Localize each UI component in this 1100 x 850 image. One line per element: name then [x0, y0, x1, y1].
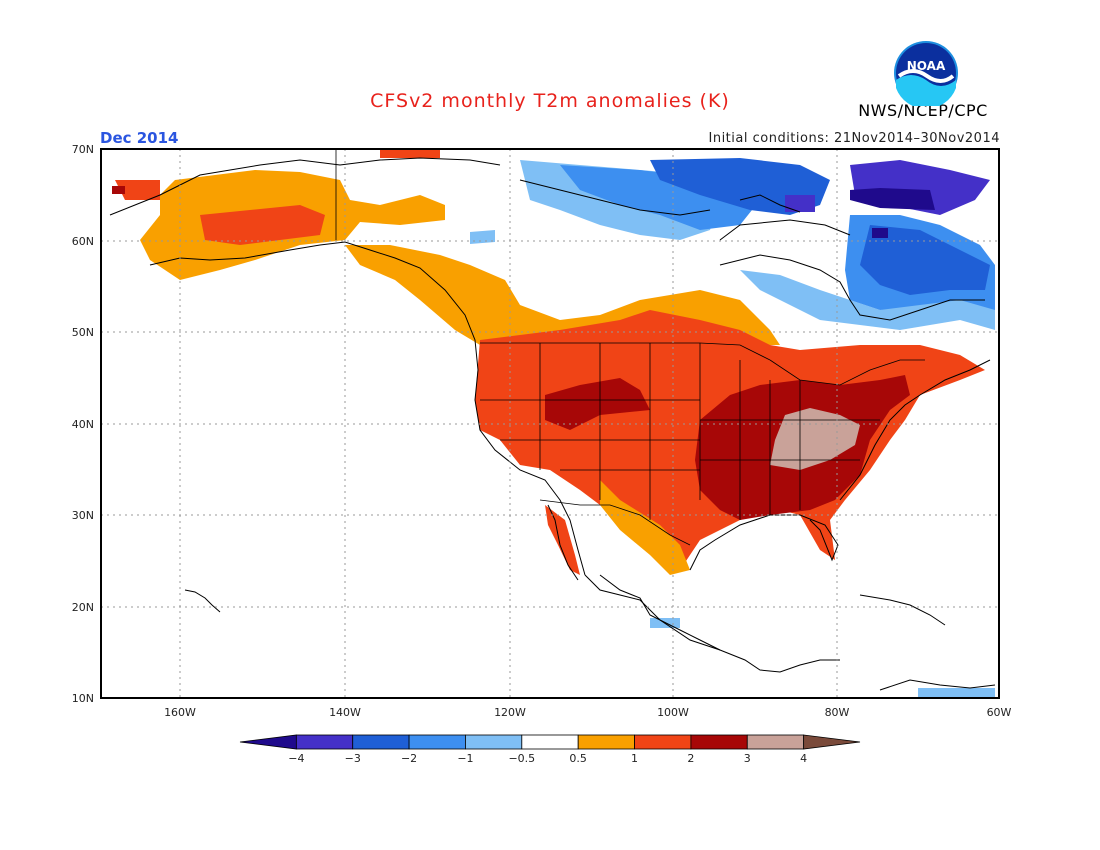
lon-label-60w: 60W: [987, 706, 1012, 719]
anomaly-region-mexico-orange: [600, 480, 690, 575]
gridlines: [101, 149, 999, 698]
colorbar-label: 0.5: [569, 752, 587, 765]
colorbar-cell: [803, 734, 861, 750]
noaa-logo-text: NOAA: [907, 59, 946, 73]
initial-conditions: Initial conditions: 21Nov2014–30Nov2014: [708, 131, 1000, 146]
colorbar-cell: [634, 734, 692, 750]
anomaly-region-alaska-red: [200, 205, 325, 245]
chart-title: CFSv2 monthly T2m anomalies (K): [370, 90, 730, 112]
colorbar-label: 3: [744, 752, 751, 765]
anomaly-region-hudson-south-lightblue: [740, 270, 995, 330]
lon-label-120w: 120W: [494, 706, 526, 719]
lat-label-70n: 70N: [72, 143, 94, 156]
lat-label-30n: 30N: [72, 509, 94, 522]
colorbar-label: 1: [631, 752, 638, 765]
anomaly-region-quebec-core-darkpurple: [872, 228, 888, 238]
colorbar-cell: [577, 734, 635, 750]
colorbar-cell: [746, 734, 805, 750]
anomaly-region-nw-alaska-dark: [112, 186, 125, 194]
anomaly-region-baja-red: [545, 505, 580, 575]
lon-label-100w: 100W: [657, 706, 689, 719]
lat-label-50n: 50N: [72, 326, 94, 339]
lon-label-140w: 140W: [329, 706, 361, 719]
colorbar-cell: [352, 734, 410, 750]
colorbar-label: −2: [401, 752, 417, 765]
colorbar-label: 2: [687, 752, 694, 765]
agency-label: NWS/NCEP/CPC: [858, 101, 988, 120]
map-frame: [100, 148, 1000, 699]
political-borders: [335, 150, 925, 546]
anomaly-region-south-edge-blue: [918, 688, 995, 698]
colorbar-cell: [295, 734, 354, 750]
lat-label-40n: 40N: [72, 418, 94, 431]
colorbar-label: −4: [288, 752, 304, 765]
anomaly-region-nw-alaska-red: [115, 180, 160, 200]
longitude-axis: 160W 140W 120W 100W 80W 60W: [164, 706, 1011, 719]
latitude-axis: 70N 60N 50N 40N 30N 20N 10N: [72, 143, 94, 705]
anomaly-field: [109, 150, 996, 698]
lon-label-80w: 80W: [825, 706, 850, 719]
anomaly-region-arctic-isle-blue: [785, 195, 815, 212]
colorbar-label: −1: [457, 752, 473, 765]
colorbar-cell: [408, 734, 466, 750]
lat-label-10n: 10N: [72, 692, 94, 705]
lat-label-60n: 60N: [72, 235, 94, 248]
lon-label-160w: 160W: [164, 706, 196, 719]
anomaly-region-quebec-darkblue: [860, 225, 990, 295]
forecast-month: Dec 2014: [100, 129, 179, 147]
anomaly-region-pacific-nw-blue: [470, 230, 495, 244]
colorbar-cell: [465, 734, 523, 750]
colorbar: [239, 734, 861, 750]
noaa-logo-icon: NOAA: [894, 41, 958, 106]
lat-label-20n: 20N: [72, 601, 94, 614]
anomaly-region-central-us-darkred: [545, 378, 650, 430]
colorbar-cell: [521, 734, 579, 750]
colorbar-cell: [239, 734, 297, 750]
colorbar-label: 4: [800, 752, 807, 765]
colorbar-label: −0.5: [508, 752, 535, 765]
colorbar-labels: −4 −3 −2 −1 −0.5 0.5 1 2 3 4: [288, 752, 807, 765]
anomaly-region-baffin-darkpurple: [850, 188, 935, 210]
colorbar-cell: [690, 734, 748, 750]
anomaly-region-arctic-coast-red: [380, 150, 440, 158]
colorbar-label: −3: [345, 752, 361, 765]
